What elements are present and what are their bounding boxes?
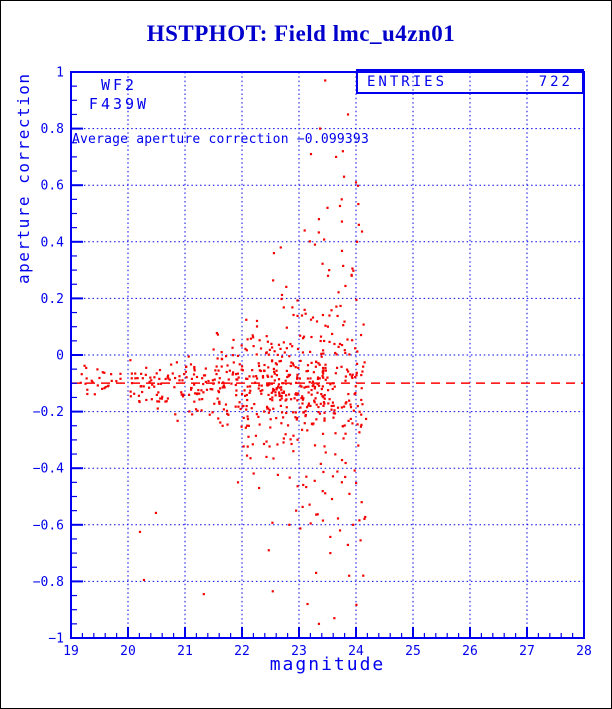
plot-frame — [70, 71, 585, 639]
detector-label: WF2 — [100, 76, 138, 94]
svg-text:1: 1 — [56, 66, 64, 81]
svg-text:−0.8: −0.8 — [33, 575, 64, 590]
svg-text:0: 0 — [56, 349, 64, 364]
svg-text:21: 21 — [177, 644, 193, 659]
svg-text:0.8: 0.8 — [41, 122, 64, 137]
svg-text:27: 27 — [519, 644, 535, 659]
svg-text:−0.2: −0.2 — [33, 405, 64, 420]
svg-text:25: 25 — [405, 644, 421, 659]
svg-text:0.2: 0.2 — [41, 292, 64, 307]
x-axis-title: magnitude — [269, 654, 386, 675]
svg-text:−0.6: −0.6 — [33, 518, 64, 533]
svg-text:20: 20 — [120, 644, 136, 659]
grid-lines — [71, 72, 584, 638]
svg-text:−0.4: −0.4 — [33, 462, 64, 477]
svg-text:26: 26 — [462, 644, 478, 659]
filter-label: F439W — [88, 95, 150, 113]
entries-label: ENTRIES — [367, 73, 448, 90]
average-correction-annotation: Average aperture correction −0.099393 — [72, 132, 369, 147]
svg-text:−1: −1 — [48, 632, 64, 647]
plot-title: HSTPHOT: Field lmc_u4zn01 — [146, 21, 456, 46]
data-points — [79, 79, 368, 625]
svg-text:0.4: 0.4 — [41, 235, 65, 250]
y-tick-labels: −1 −0.8 −0.6 −0.4 −0.2 0 0.2 0.4 0.6 0.8 1 — [33, 66, 64, 647]
svg-text:0.6: 0.6 — [41, 179, 64, 194]
y-axis-title: aperture correction — [14, 72, 33, 284]
svg-text:28: 28 — [576, 644, 592, 659]
svg-text:23: 23 — [291, 644, 307, 659]
entries-value: 722 — [538, 73, 573, 90]
svg-text:24: 24 — [348, 644, 364, 659]
entries-stat-box: ENTRIES 722 — [356, 69, 584, 94]
svg-text:22: 22 — [234, 644, 250, 659]
axis-ticks — [70, 71, 585, 639]
x-tick-labels: 19 20 21 22 23 24 25 26 27 28 — [63, 644, 592, 659]
svg-text:19: 19 — [63, 644, 79, 659]
